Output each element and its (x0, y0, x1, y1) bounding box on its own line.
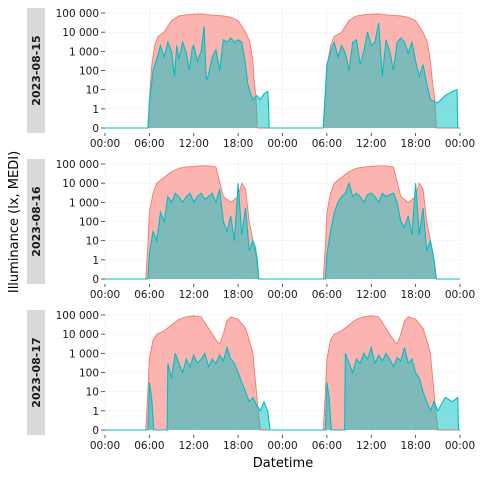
x-tick-label: 06:00 (134, 289, 164, 301)
y-tick-label: 100 000 (56, 310, 99, 322)
lower-series-line (105, 181, 460, 280)
x-tick-label: 00:00 (267, 138, 297, 150)
x-tick-label: 06:00 (134, 440, 164, 452)
x-tick-label: 12:00 (356, 138, 386, 150)
y-tick-label: 0 (92, 274, 99, 286)
x-tick-label: 06:00 (312, 440, 342, 452)
x-tick-label: 18:00 (223, 138, 253, 150)
facet-strip-label: 2023-08-17 (30, 337, 43, 407)
x-axis-label: Datetime (253, 456, 313, 471)
x-tick-label: 12:00 (356, 289, 386, 301)
y-tick-label: 0 (92, 425, 99, 437)
y-tick-label: 100 (79, 368, 99, 380)
y-tick-label: 10 000 (62, 27, 99, 39)
x-tick-label: 00:00 (445, 289, 475, 301)
y-tick-label: 10 (86, 85, 99, 97)
x-tick-label: 18:00 (223, 440, 253, 452)
x-tick-label: 06:00 (134, 138, 164, 150)
facet-strip (27, 310, 45, 435)
y-tick-label: 100 000 (56, 159, 99, 171)
y-tick-label: 1 000 (69, 348, 99, 360)
y-tick-label: 10 000 (62, 329, 99, 341)
y-tick-label: 1 (92, 255, 99, 267)
y-tick-label: 100 (79, 217, 99, 229)
x-tick-label: 12:00 (179, 440, 209, 452)
lower-series-line (105, 22, 460, 129)
x-tick-label: 00:00 (445, 138, 475, 150)
y-tick-label: 100 000 (56, 8, 99, 20)
facet-panel: 2023-08-16 0 1 10 100 1 000 10 000 100 000 00:00… (27, 159, 475, 301)
y-tick-label: 0 (92, 123, 99, 135)
x-tick-label: 00:00 (267, 440, 297, 452)
x-tick-label: 18:00 (400, 289, 430, 301)
x-tick-label: 06:00 (312, 138, 342, 150)
x-tick-label: 00:00 (90, 440, 120, 452)
y-tick-label: 1 (92, 406, 99, 418)
facet-panel: 2023-08-15 0 1 10 100 1 000 10 000 100 000 00:00… (27, 8, 475, 150)
lower-series-area (105, 347, 460, 430)
x-tick-label: 00:00 (445, 440, 475, 452)
x-tick-label: 00:00 (90, 138, 120, 150)
x-tick-label: 12:00 (179, 138, 209, 150)
x-tick-label: 12:00 (179, 289, 209, 301)
y-tick-label: 10 000 (62, 178, 99, 190)
x-tick-label: 00:00 (90, 289, 120, 301)
x-tick-label: 12:00 (356, 440, 386, 452)
x-tick-label: 00:00 (267, 289, 297, 301)
facet-panel: 2023-08-17 0 1 10 100 1 000 10 000 100 000 00:00… (27, 310, 475, 452)
y-tick-label: 1 000 (69, 46, 99, 58)
facet-strip (27, 159, 45, 284)
y-tick-label: 1 000 (69, 197, 99, 209)
y-tick-label: 100 (79, 66, 99, 78)
x-tick-label: 06:00 (312, 289, 342, 301)
x-tick-label: 18:00 (400, 138, 430, 150)
lower-series-line (105, 345, 460, 431)
lower-series-area (105, 183, 460, 279)
facet-strip (27, 8, 45, 133)
y-tick-label: 1 (92, 104, 99, 116)
x-tick-label: 18:00 (400, 440, 430, 452)
y-tick-label: 10 (86, 236, 99, 248)
facet-strip-label: 2023-08-15 (30, 35, 43, 105)
lower-series-area (105, 23, 460, 128)
y-axis-label: Illuminance (lx, MEDI) (7, 151, 22, 293)
x-tick-label: 18:00 (223, 289, 253, 301)
y-tick-label: 10 (86, 387, 99, 399)
facet-strip-label: 2023-08-16 (30, 186, 43, 257)
